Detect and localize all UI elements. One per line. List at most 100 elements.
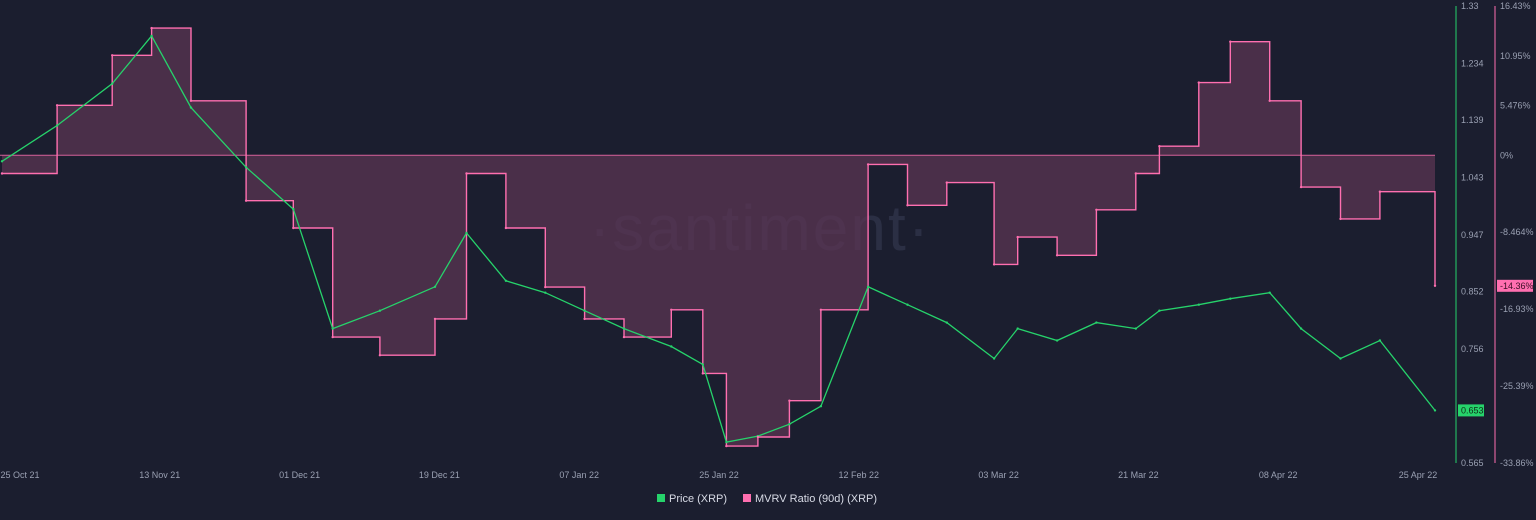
- price-point: [1268, 291, 1271, 294]
- x-tick-label: 19 Dec 21: [419, 470, 460, 480]
- price-point: [1299, 327, 1303, 330]
- price-point: [725, 440, 728, 444]
- price-tick-label: 0.947: [1461, 230, 1484, 240]
- mvrv-last-label: -14.36%: [1500, 281, 1534, 291]
- mvrv-point: [292, 226, 295, 230]
- mvrv-tick-label: -8.464%: [1500, 227, 1534, 237]
- mvrv-point: [725, 444, 728, 448]
- x-tick-label: 12 Feb 22: [839, 470, 880, 480]
- mvrv-point: [906, 204, 909, 207]
- y-axis-right: 16.43% 10.95% 5.476% 0% -8.464% -16.93% -25.39…: [1494, 1, 1534, 468]
- price-tick-label: 1.139: [1461, 115, 1484, 125]
- price-last-badge: [1458, 404, 1484, 417]
- x-tick-label: 07 Jan 22: [559, 470, 599, 480]
- mvrv-point: [622, 335, 626, 339]
- mvrv-point: [1378, 190, 1382, 193]
- mvrv-point: [1158, 145, 1161, 148]
- x-tick-label: 08 Apr 22: [1259, 470, 1298, 480]
- price-point: [1158, 309, 1161, 312]
- mvrv-point: [1016, 235, 1019, 239]
- mvrv-point: [504, 226, 508, 230]
- price-point: [1229, 297, 1232, 300]
- mvrv-point: [1268, 99, 1271, 103]
- price-point: [1378, 339, 1382, 342]
- x-tick-label: 13 Nov 21: [139, 470, 180, 480]
- price-point: [701, 363, 704, 366]
- mvrv-point: [544, 285, 547, 289]
- price-point: [788, 423, 791, 426]
- mvrv-tick-label: 10.95%: [1500, 51, 1531, 61]
- x-axis: 25 Oct 21 13 Nov 21 01 Dec 21 19 Dec 21 07 J…: [0, 470, 1437, 480]
- mvrv-last-badge: [1497, 279, 1533, 292]
- price-tick-label: 1.043: [1461, 172, 1484, 182]
- mvrv-point: [670, 308, 673, 311]
- plot-area: [0, 26, 1437, 448]
- legend-label-mvrv: MVRV Ratio (90d) (XRP): [755, 493, 877, 505]
- price-point: [331, 327, 334, 330]
- legend-swatch-mvrv: [743, 494, 751, 502]
- mvrv-point: [1055, 254, 1059, 257]
- price-point: [622, 327, 626, 330]
- price-point: [244, 166, 248, 169]
- price-last-label: 0.653: [1461, 405, 1484, 415]
- mvrv-tick-label: 5.476%: [1500, 101, 1531, 111]
- price-point: [670, 345, 673, 348]
- legend: Price (XRP) MVRV Ratio (90d) (XRP): [657, 493, 877, 505]
- mvrv-point: [1229, 40, 1232, 43]
- mvrv-point: [189, 99, 193, 103]
- price-point: [111, 82, 114, 85]
- price-point: [945, 321, 948, 324]
- mvrv-tick-label: -16.93%: [1500, 304, 1534, 314]
- mvrv-point: [433, 317, 437, 321]
- x-tick-label: 01 Dec 21: [279, 470, 320, 480]
- price-point: [819, 405, 823, 408]
- mvrv-tick-label: -25.39%: [1500, 381, 1534, 391]
- price-point: [866, 285, 870, 288]
- y-axis-left: 1.33 1.234 1.139 1.043 0.947 0.852 0.756 0.565 0…: [1455, 1, 1484, 468]
- mvrv-point: [756, 435, 760, 439]
- legend-swatch-price: [657, 494, 665, 502]
- mvrv-point: [0, 172, 4, 175]
- mvrv-point: [866, 163, 870, 166]
- mvrv-tick-label: -33.86%: [1500, 458, 1534, 468]
- x-tick-label: 25 Oct 21: [0, 470, 39, 480]
- price-point: [906, 303, 909, 306]
- legend-label-price: Price (XRP): [669, 493, 727, 505]
- price-tick-label: 0.852: [1461, 287, 1484, 297]
- mvrv-point: [244, 199, 248, 202]
- price-point: [504, 279, 508, 282]
- price-point: [1016, 327, 1019, 330]
- mvrv-point: [701, 372, 704, 375]
- price-point: [1095, 321, 1098, 324]
- mvrv-point: [583, 317, 586, 321]
- mvrv-tick-label: 16.43%: [1500, 1, 1531, 11]
- mvrv-tick-label: 0%: [1500, 150, 1513, 160]
- x-tick-label: 21 Mar 22: [1118, 470, 1159, 480]
- price-point: [433, 285, 437, 288]
- price-point: [1339, 357, 1342, 360]
- mvrv-point: [1197, 81, 1201, 84]
- price-point: [992, 357, 996, 360]
- price-tick-label: 1.33: [1461, 1, 1479, 11]
- mvrv-point: [1095, 208, 1098, 211]
- mvrv-point: [945, 181, 948, 184]
- price-point: [544, 291, 547, 294]
- price-point: [0, 160, 4, 163]
- mvrv-point: [819, 308, 823, 311]
- x-tick-label: 25 Apr 22: [1399, 470, 1438, 480]
- price-point: [55, 124, 59, 127]
- mvrv-point: [1299, 185, 1303, 189]
- price-tick-label: 0.565: [1461, 458, 1484, 468]
- price-point: [583, 309, 586, 312]
- mvrv-point: [331, 335, 334, 339]
- price-point: [292, 207, 295, 211]
- mvrv-point: [150, 26, 153, 30]
- price-point: [465, 231, 468, 235]
- price-point: [1197, 303, 1201, 306]
- mvrv-point: [1339, 217, 1342, 221]
- price-point: [1055, 339, 1059, 342]
- price-point: [1433, 409, 1437, 412]
- mvrv-area: [2, 28, 1435, 447]
- x-tick-label: 25 Jan 22: [699, 470, 739, 480]
